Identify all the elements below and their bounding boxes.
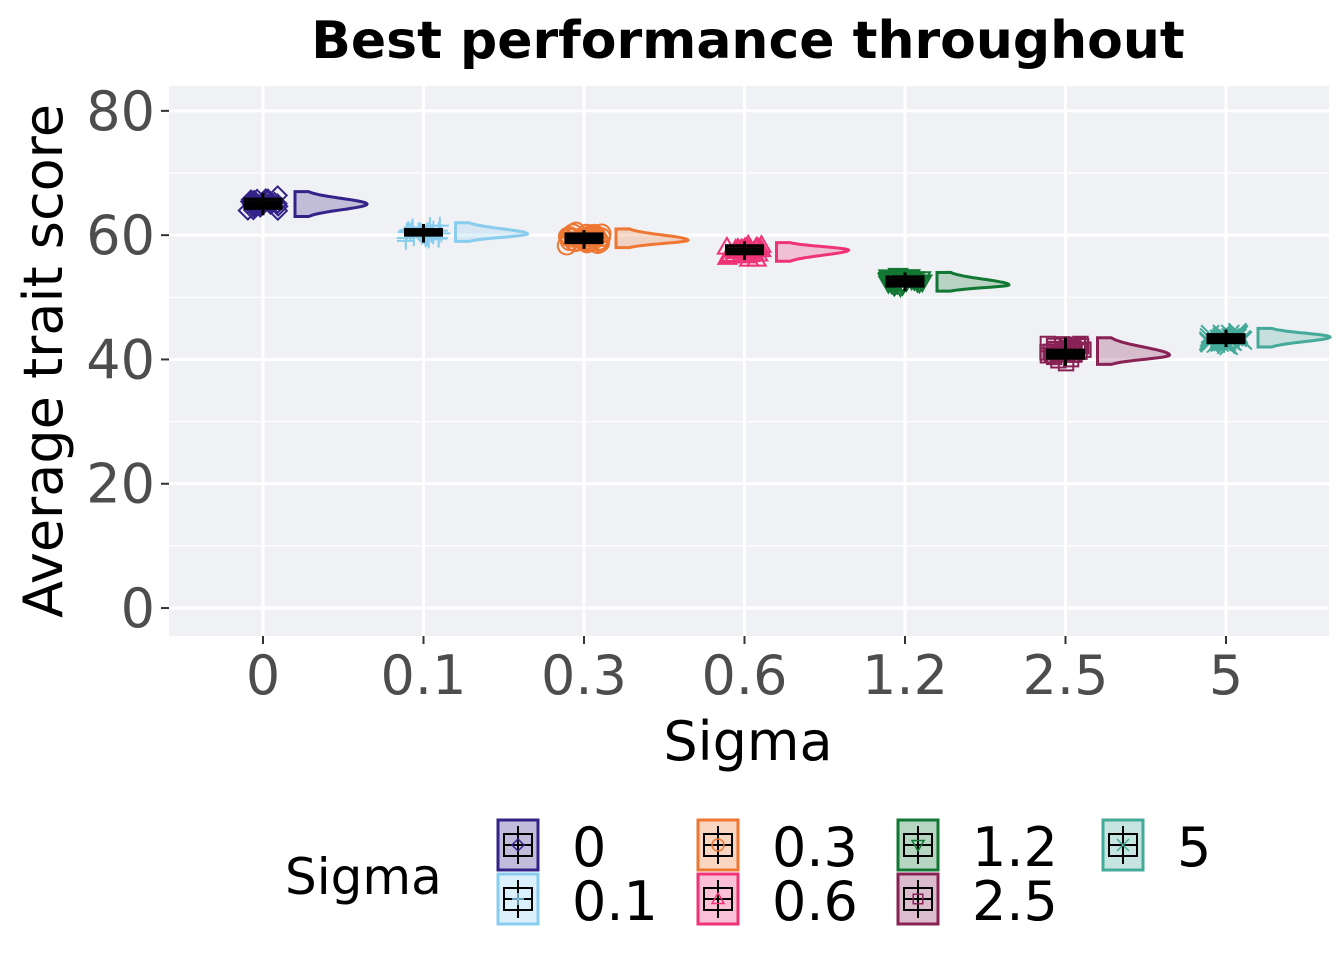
series-1.2 xyxy=(877,267,1011,298)
x-axis-title: Sigma xyxy=(663,710,832,773)
grid-lines xyxy=(169,86,1329,636)
violin-2.5 xyxy=(1096,336,1172,366)
legend: Sigma 00.1 0.30.6 1.22.5 5 xyxy=(285,816,1211,933)
violin-5 xyxy=(1256,326,1332,349)
legend-label-0.1: 0.1 xyxy=(572,870,658,933)
x-tick-label: 2.5 xyxy=(1023,644,1109,707)
x-tick-label: 0 xyxy=(246,644,280,707)
legend-entry-0.6: 0.6 xyxy=(696,870,858,933)
legend-label-0.6: 0.6 xyxy=(772,870,858,933)
violin-0 xyxy=(293,190,369,219)
series-0.1 xyxy=(396,216,530,250)
data-marks xyxy=(237,185,1332,372)
legend-label-5: 5 xyxy=(1177,816,1211,879)
legend-entry-5: 5 xyxy=(1101,816,1211,879)
x-tick-label: 0.6 xyxy=(702,644,788,707)
violin-0.6 xyxy=(775,241,851,263)
legend-entry-1.2: 1.2 xyxy=(896,816,1058,879)
series-0.3 xyxy=(556,221,691,256)
x-tick-label: 1.2 xyxy=(862,644,948,707)
plot-panel xyxy=(169,86,1329,636)
legend-shape-0.3 xyxy=(711,838,725,852)
legend-shape-0.1 xyxy=(512,893,524,905)
x-tick-label: 0.3 xyxy=(541,644,627,707)
legend-shape-0.6 xyxy=(710,891,726,905)
violin-0.3 xyxy=(614,227,691,250)
series-0 xyxy=(237,185,369,222)
legend-label-1.2: 1.2 xyxy=(972,816,1058,879)
legend-label-2.5: 2.5 xyxy=(972,870,1058,933)
y-axis: 0 20 40 60 80 xyxy=(86,80,169,640)
chart-title: Best performance throughout xyxy=(311,11,1185,71)
x-tick-label: 5 xyxy=(1209,644,1243,707)
y-tick-label: 40 xyxy=(86,328,155,391)
legend-shape-1.2 xyxy=(910,839,926,853)
legend-title: Sigma xyxy=(285,848,442,906)
x-tick-label: 0.1 xyxy=(381,644,467,707)
violin-1.2 xyxy=(935,270,1011,293)
legend-entry-0: 0 xyxy=(496,816,606,879)
y-tick-label: 0 xyxy=(121,577,155,640)
y-tick-label: 60 xyxy=(86,204,155,267)
legend-entry-2.5: 2.5 xyxy=(896,870,1058,933)
legend-shape-0 xyxy=(510,837,526,853)
legend-shape-2.5 xyxy=(912,893,924,905)
y-axis-title: Average trait score xyxy=(12,104,75,618)
legend-label-0: 0 xyxy=(572,816,606,879)
y-tick-label: 80 xyxy=(86,80,155,143)
legend-entry-0.3: 0.3 xyxy=(696,816,858,879)
series-2.5 xyxy=(1039,335,1172,372)
legend-entry-0.1: 0.1 xyxy=(496,870,658,933)
x-axis: 0 0.1 0.3 0.6 1.2 2.5 5 xyxy=(246,636,1243,707)
point-2.5 xyxy=(1072,335,1089,353)
series-5 xyxy=(1198,322,1332,356)
legend-shape-5 xyxy=(1116,838,1130,852)
series-0.6 xyxy=(716,233,851,267)
legend-label-0.3: 0.3 xyxy=(772,816,858,879)
violin-0.1 xyxy=(454,221,530,243)
y-tick-label: 20 xyxy=(86,453,155,516)
